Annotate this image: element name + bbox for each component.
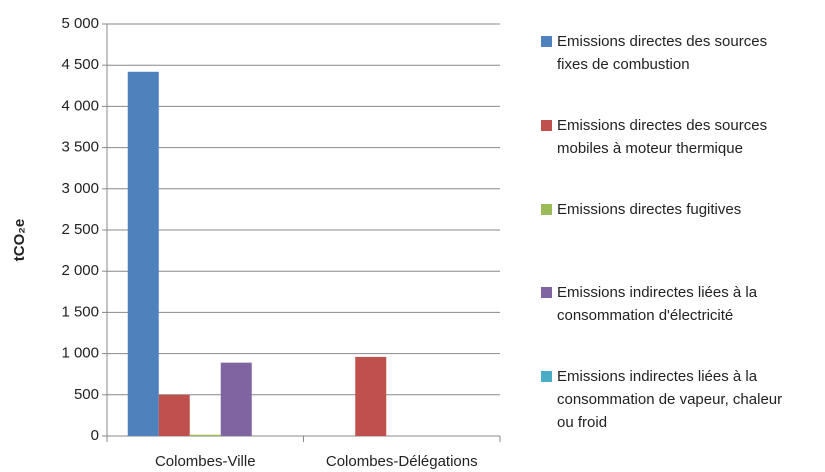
legend-item: Emissions directes des sources mobiles à… (541, 114, 821, 160)
y-tick-label: 1 000 (61, 345, 99, 362)
bar (158, 394, 190, 436)
legend-item: Emissions indirectes liées à la consomma… (541, 281, 821, 327)
x-tick-label: Colombes-Ville (155, 453, 256, 470)
legend-label: Emissions directes des sources mobiles à… (557, 116, 768, 157)
legend-label: Emissions indirectes liées à la consomma… (557, 368, 783, 431)
legend-swatch (541, 36, 552, 47)
bar (127, 71, 159, 437)
legend-swatch (541, 371, 552, 382)
y-tick-label: 3 000 (61, 180, 99, 197)
y-axis-label: tCO₂e (11, 219, 28, 262)
bar (189, 434, 221, 436)
y-tick-label: 1 500 (61, 303, 99, 320)
legend-item: Emissions directes des sources fixes de … (541, 30, 821, 76)
x-tick-label: Colombes-Délégations (326, 453, 478, 470)
y-tick-label: 3 500 (61, 139, 99, 156)
legend-swatch (541, 203, 552, 215)
bar (355, 356, 387, 436)
legend-label: Emissions indirectes liées à la consomma… (557, 284, 758, 325)
y-tick-label: 500 (74, 386, 99, 403)
legend-swatch (541, 119, 552, 131)
y-tick-label: 5 000 (61, 15, 99, 32)
legend-item: Emissions indirectes liées à la consomma… (541, 365, 821, 434)
y-tick-label: 0 (91, 427, 99, 444)
y-tick-label: 4 000 (61, 97, 99, 114)
bar (220, 362, 252, 436)
y-tick-label: 2 500 (61, 221, 99, 238)
y-tick-label: 2 000 (61, 262, 99, 279)
legend-swatch (541, 287, 552, 299)
legend-item: Emissions directes fugitives (541, 198, 821, 221)
legend-label: Emissions directes fugitives (557, 200, 742, 218)
legend-label: Emissions directes des sources fixes de … (557, 33, 768, 73)
y-tick-label: 4 500 (61, 56, 99, 73)
